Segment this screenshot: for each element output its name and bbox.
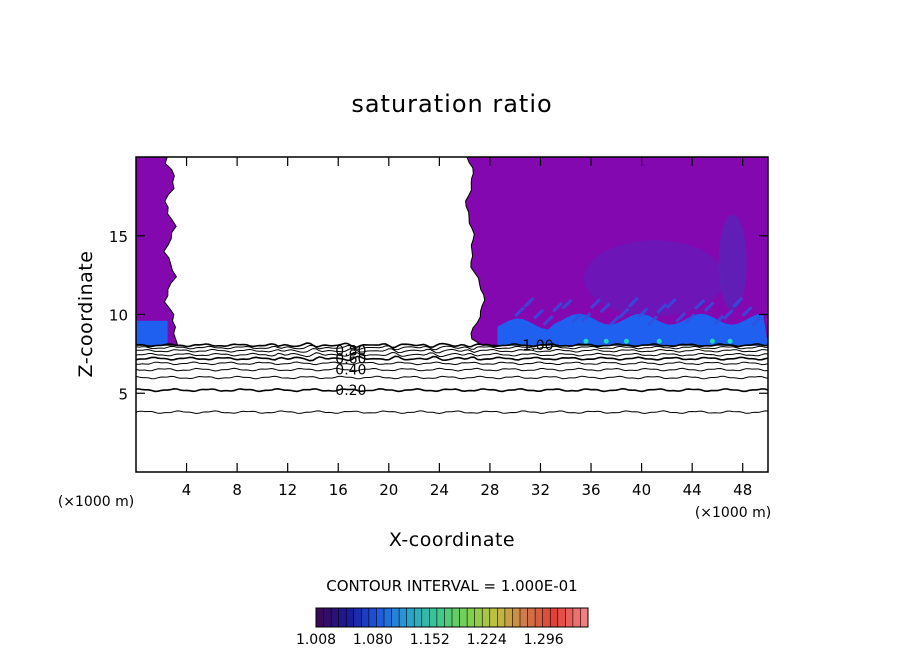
x-unit-right: (×1000 m)	[695, 505, 771, 521]
colorbar-tick-label: 1.224	[467, 632, 507, 648]
colorbar-swatch	[316, 608, 324, 627]
y-ticks: 5 10 15	[109, 228, 768, 403]
colorbar-swatch	[323, 608, 332, 627]
cyan-speck	[603, 338, 609, 344]
colorbar-tick-label: 1.008	[296, 632, 336, 648]
cyan-speck	[656, 338, 662, 344]
plot-area	[136, 157, 768, 415]
colorbar-tick-label: 1.296	[524, 632, 564, 648]
colorbar-swatch	[368, 608, 377, 627]
contour-line	[136, 342, 768, 349]
colorbar-swatch	[452, 608, 460, 627]
x-tick-label: 40	[632, 481, 651, 499]
colorbar-swatch	[436, 608, 445, 627]
colorbar-swatch	[467, 608, 475, 627]
x-tick-label: 32	[531, 481, 550, 499]
colorbar-swatch	[353, 608, 362, 627]
cyan-speck	[583, 338, 589, 344]
x-unit-left: (×1000 m)	[58, 494, 134, 510]
contour-line	[136, 347, 768, 354]
y-tick-label: 5	[118, 385, 128, 403]
chart-title: saturation ratio	[351, 90, 552, 118]
contour-label: 0.40	[335, 363, 366, 379]
colorbar-swatch	[444, 608, 453, 627]
contour-label: 0.60	[335, 352, 366, 368]
contour-labels: 0.20 0.400.600.80 1.00	[335, 338, 553, 399]
colorbar-swatch	[489, 608, 498, 627]
x-tick-label: 4	[182, 481, 192, 499]
colorbar-swatch	[331, 608, 339, 627]
colorbar-swatch	[520, 608, 528, 627]
colorbar-swatch	[391, 608, 400, 627]
cyan-speck	[709, 338, 715, 344]
colorbar-swatch	[338, 608, 347, 627]
colorbar-swatch	[346, 608, 355, 627]
colorbar	[315, 607, 589, 628]
colorbar-swatch	[421, 608, 430, 627]
contour-lines	[136, 342, 768, 415]
colorbar-frame	[315, 607, 589, 628]
contour-line	[136, 367, 768, 372]
contour-line	[136, 361, 768, 366]
x-tick-label: 20	[379, 481, 398, 499]
colorbar-swatch	[459, 608, 468, 627]
colorbar-swatch	[550, 608, 559, 627]
contour-line	[136, 375, 768, 380]
x-tick-label: 44	[683, 481, 702, 499]
colorbar-swatch	[527, 608, 536, 627]
x-tick-label: 8	[232, 481, 242, 499]
value-blob-indigo-tall	[718, 214, 747, 311]
colorbar-swatch	[376, 608, 385, 627]
colorbar-swatch	[572, 608, 581, 627]
blue-band-left	[136, 320, 168, 346]
contour-interval-text: CONTOUR INTERVAL = 1.000E-01	[326, 577, 577, 595]
x-axis-label: X-coordinate	[389, 529, 515, 551]
x-tick-label: 12	[278, 481, 297, 499]
contour-line	[136, 344, 768, 351]
colorbar-swatch	[384, 608, 392, 627]
contour-line	[136, 410, 768, 415]
contour-label: 1.00	[522, 338, 553, 354]
x-tick-label: 36	[581, 481, 600, 499]
colorbar-swatch	[474, 608, 483, 627]
x-tick-label: 28	[480, 481, 499, 499]
shaded-region-left	[136, 157, 179, 346]
x-ticks: 4 8 12 16 20 24 28 32 36 40 44 48	[182, 157, 752, 499]
colorbar-swatch	[557, 608, 566, 627]
colorbar-swatch	[399, 608, 407, 627]
cyan-speck	[623, 338, 629, 344]
colorbar-swatch	[414, 608, 423, 627]
colorbar-swatch	[361, 608, 370, 627]
colorbar-tick-label: 1.152	[410, 632, 450, 648]
x-tick-label: 16	[329, 481, 348, 499]
blue-band-right	[497, 313, 768, 346]
colorbar-swatch	[406, 608, 415, 627]
colorbar-swatch	[429, 608, 438, 627]
x-tick-label: 24	[430, 481, 449, 499]
cyan-speck	[727, 338, 733, 344]
value-blob-indigo	[584, 240, 725, 317]
y-tick-label: 10	[109, 307, 128, 325]
colorbar-swatch	[512, 608, 521, 627]
contour-line	[136, 351, 768, 358]
colorbar-swatch	[504, 608, 513, 627]
colorbar-swatch	[482, 608, 491, 627]
contour-line	[136, 387, 768, 393]
colorbar-tick-label: 1.080	[353, 632, 393, 648]
y-axis-label: Z-coordinate	[75, 251, 97, 378]
colorbar-swatch	[497, 608, 506, 627]
colorbar-swatch	[542, 608, 551, 627]
contour-line	[136, 355, 768, 362]
colorbar-labels: 1.008 1.080 1.152 1.224 1.296	[296, 632, 564, 648]
y-tick-label: 15	[109, 228, 128, 246]
colorbar-swatch	[565, 608, 574, 627]
contour-label: 0.20	[335, 383, 366, 399]
supersaturation-shading	[136, 157, 768, 346]
x-tick-label: 48	[733, 481, 752, 499]
contour-label: 0.80	[335, 344, 366, 360]
colorbar-swatch	[535, 608, 543, 627]
colorbar-swatch	[580, 608, 589, 627]
